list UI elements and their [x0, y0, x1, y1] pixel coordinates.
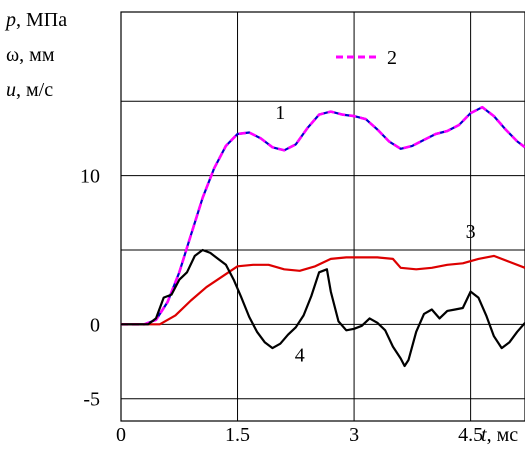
ticks-layer: 0 1.5 3 4.5 10 0 -5 [80, 166, 483, 446]
series-line-1 [121, 106, 525, 326]
series-label-4: 4 [295, 345, 305, 367]
x-tick-label-3: 4.5 [458, 424, 483, 446]
grid-layer [121, 12, 525, 421]
y-axis-label-unit-3: , м/с [16, 79, 53, 101]
y-tick-label-2: -5 [83, 389, 100, 411]
x-axis-label: t, мс [481, 424, 518, 446]
x-axis-label-symbol: t [481, 424, 487, 446]
y-axis-label-line-1: p, МПа [4, 9, 67, 31]
x-tick-label-1: 1.5 [225, 424, 250, 446]
x-tick-label-2: 3 [349, 424, 359, 446]
legend: 2 [336, 47, 397, 69]
x-tick-label-0: 0 [116, 424, 126, 446]
plot-frame [120, 11, 525, 422]
series-layer: 1 3 4 [121, 102, 525, 368]
y-tick-label-1: 0 [90, 314, 100, 336]
y-axis-label-symbol-1: p [4, 9, 16, 31]
y-axis-label-unit-2: , мм [19, 44, 55, 66]
series-line-4 [121, 248, 525, 368]
x-axis-label-unit: , мс [487, 424, 519, 446]
y-axis-label-unit-1: , МПа [16, 9, 67, 31]
y-axis-label-line-3: u, м/с [6, 79, 53, 101]
series-line-3 [121, 254, 525, 326]
y-axis-label-symbol-2: ω [6, 44, 19, 66]
legend-label: 2 [387, 47, 397, 69]
series-line-2 [121, 105, 525, 326]
y-axis-label-symbol-3: u [6, 79, 16, 101]
y-tick-label-0: 10 [80, 166, 100, 188]
series-label-1: 1 [275, 102, 285, 124]
y-axis-label-line-2: ω, мм [6, 44, 55, 66]
series-label-3: 3 [466, 221, 476, 243]
